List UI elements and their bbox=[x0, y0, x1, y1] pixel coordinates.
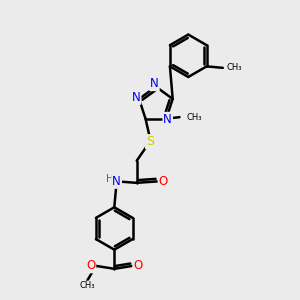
Text: CH₃: CH₃ bbox=[80, 281, 95, 290]
Text: N: N bbox=[164, 113, 172, 126]
Text: CH₃: CH₃ bbox=[186, 113, 202, 122]
Text: O: O bbox=[86, 260, 95, 272]
Text: N: N bbox=[112, 175, 121, 188]
Text: O: O bbox=[158, 175, 168, 188]
Text: N: N bbox=[132, 91, 140, 104]
Text: S: S bbox=[146, 135, 154, 148]
Text: O: O bbox=[133, 260, 142, 272]
Text: N: N bbox=[150, 77, 159, 90]
Text: CH₃: CH₃ bbox=[226, 63, 242, 72]
Text: H: H bbox=[106, 174, 114, 184]
